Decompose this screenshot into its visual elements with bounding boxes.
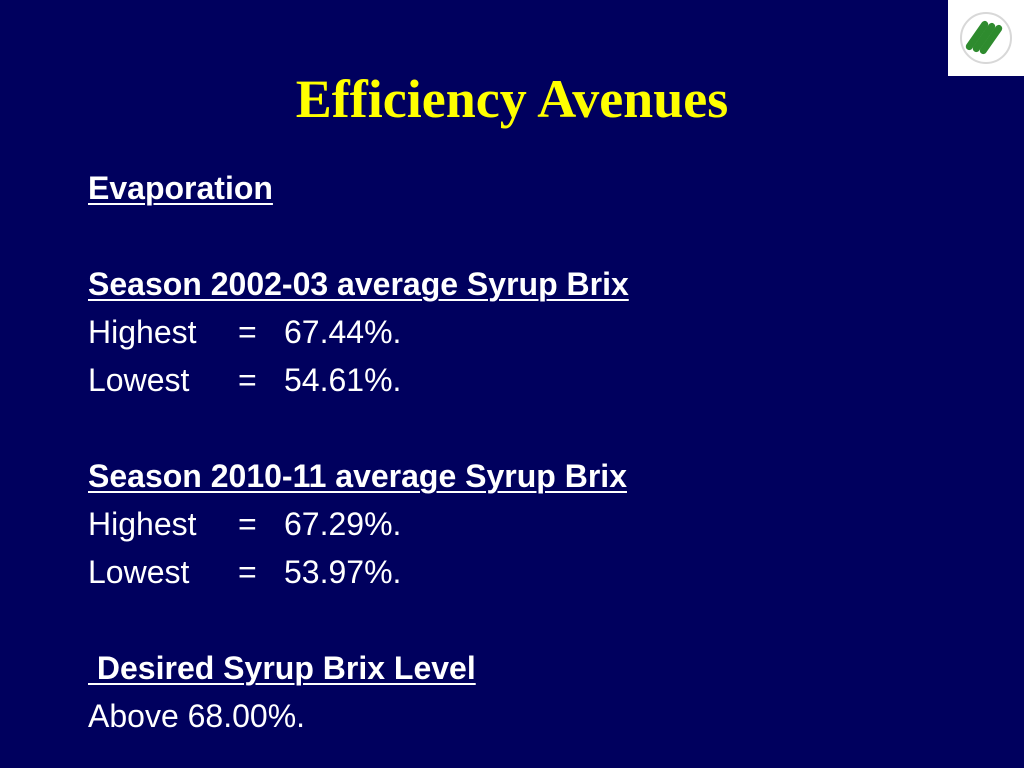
row-value: 53.97%. <box>284 554 402 590</box>
equals-sign: = <box>238 314 257 350</box>
row-value: 67.29%. <box>284 506 402 542</box>
row-label: Highest <box>88 506 197 542</box>
season-2002-lowest-row: Lowest = 54.61%. <box>88 356 948 404</box>
spacer <box>88 404 948 452</box>
row-value: 67.44%. <box>284 314 402 350</box>
spacer <box>88 596 948 644</box>
row-label: Lowest <box>88 554 190 590</box>
season-2010-heading: Season 2010-11 average Syrup Brix <box>88 458 627 494</box>
desired-brix-value: Above 68.00%. <box>88 698 306 734</box>
equals-sign: = <box>238 506 257 542</box>
company-logo <box>948 0 1024 76</box>
season-2002-heading: Season 2002-03 average Syrup Brix <box>88 266 629 302</box>
season-2010-highest-row: Highest = 67.29%. <box>88 500 948 548</box>
equals-sign: = <box>238 362 257 398</box>
slide-body: Evaporation Season 2002-03 average Syrup… <box>88 164 948 740</box>
row-label: Highest <box>88 314 197 350</box>
spacer <box>88 212 948 260</box>
slide-title: Efficiency Avenues <box>295 69 729 129</box>
desired-brix-heading: Desired Syrup Brix Level <box>88 650 476 686</box>
row-value: 54.61%. <box>284 362 402 398</box>
section-heading-evaporation: Evaporation <box>88 170 273 206</box>
equals-sign: = <box>238 554 257 590</box>
row-label: Lowest <box>88 362 190 398</box>
season-2010-lowest-row: Lowest = 53.97%. <box>88 548 948 596</box>
season-2002-highest-row: Highest = 67.44%. <box>88 308 948 356</box>
company-logo-icon <box>960 12 1012 64</box>
